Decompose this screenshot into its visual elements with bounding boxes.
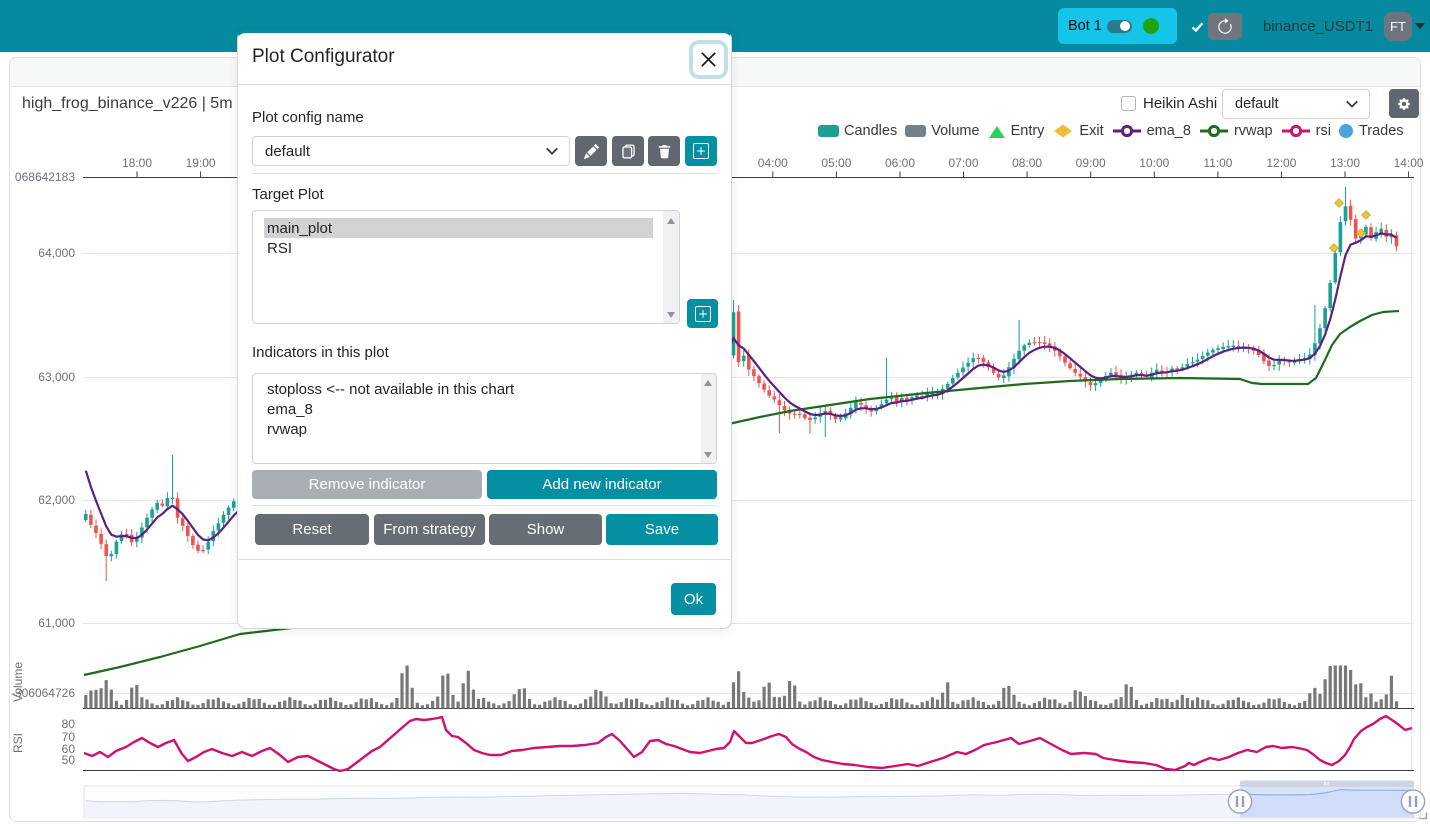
svg-text:11:00: 11:00 xyxy=(1203,156,1232,170)
svg-text:62,000: 62,000 xyxy=(38,493,75,507)
svg-text:07:00: 07:00 xyxy=(948,156,978,170)
svg-text:70: 70 xyxy=(62,730,76,744)
svg-text:05:00: 05:00 xyxy=(821,156,851,170)
svg-text:12:00: 12:00 xyxy=(1266,156,1296,170)
svg-text:50: 50 xyxy=(62,753,76,767)
svg-text:high_frog_binance_v226 | 5m: high_frog_binance_v226 | 5m xyxy=(22,95,233,112)
svg-text:18:00: 18:00 xyxy=(122,156,152,170)
svg-text:61,000: 61,000 xyxy=(38,616,75,630)
svg-text:Volume: Volume xyxy=(11,662,25,702)
svg-text:13:00: 13:00 xyxy=(1330,156,1360,170)
svg-text:-306064726: -306064726 xyxy=(11,686,75,700)
svg-text:80: 80 xyxy=(62,717,76,731)
svg-text:09:00: 09:00 xyxy=(1076,156,1106,170)
svg-text:04:00: 04:00 xyxy=(758,156,788,170)
svg-text:10:00: 10:00 xyxy=(1139,156,1169,170)
svg-text:068642183: 068642183 xyxy=(15,170,75,184)
svg-text:14:00: 14:00 xyxy=(1394,156,1424,170)
svg-text:64,000: 64,000 xyxy=(38,246,75,260)
svg-text:06:00: 06:00 xyxy=(885,156,915,170)
svg-text:60: 60 xyxy=(62,742,76,756)
svg-text:RSI: RSI xyxy=(11,733,25,753)
svg-text:63,000: 63,000 xyxy=(38,370,75,384)
svg-text:08:00: 08:00 xyxy=(1012,156,1042,170)
svg-text:19:00: 19:00 xyxy=(186,156,216,170)
